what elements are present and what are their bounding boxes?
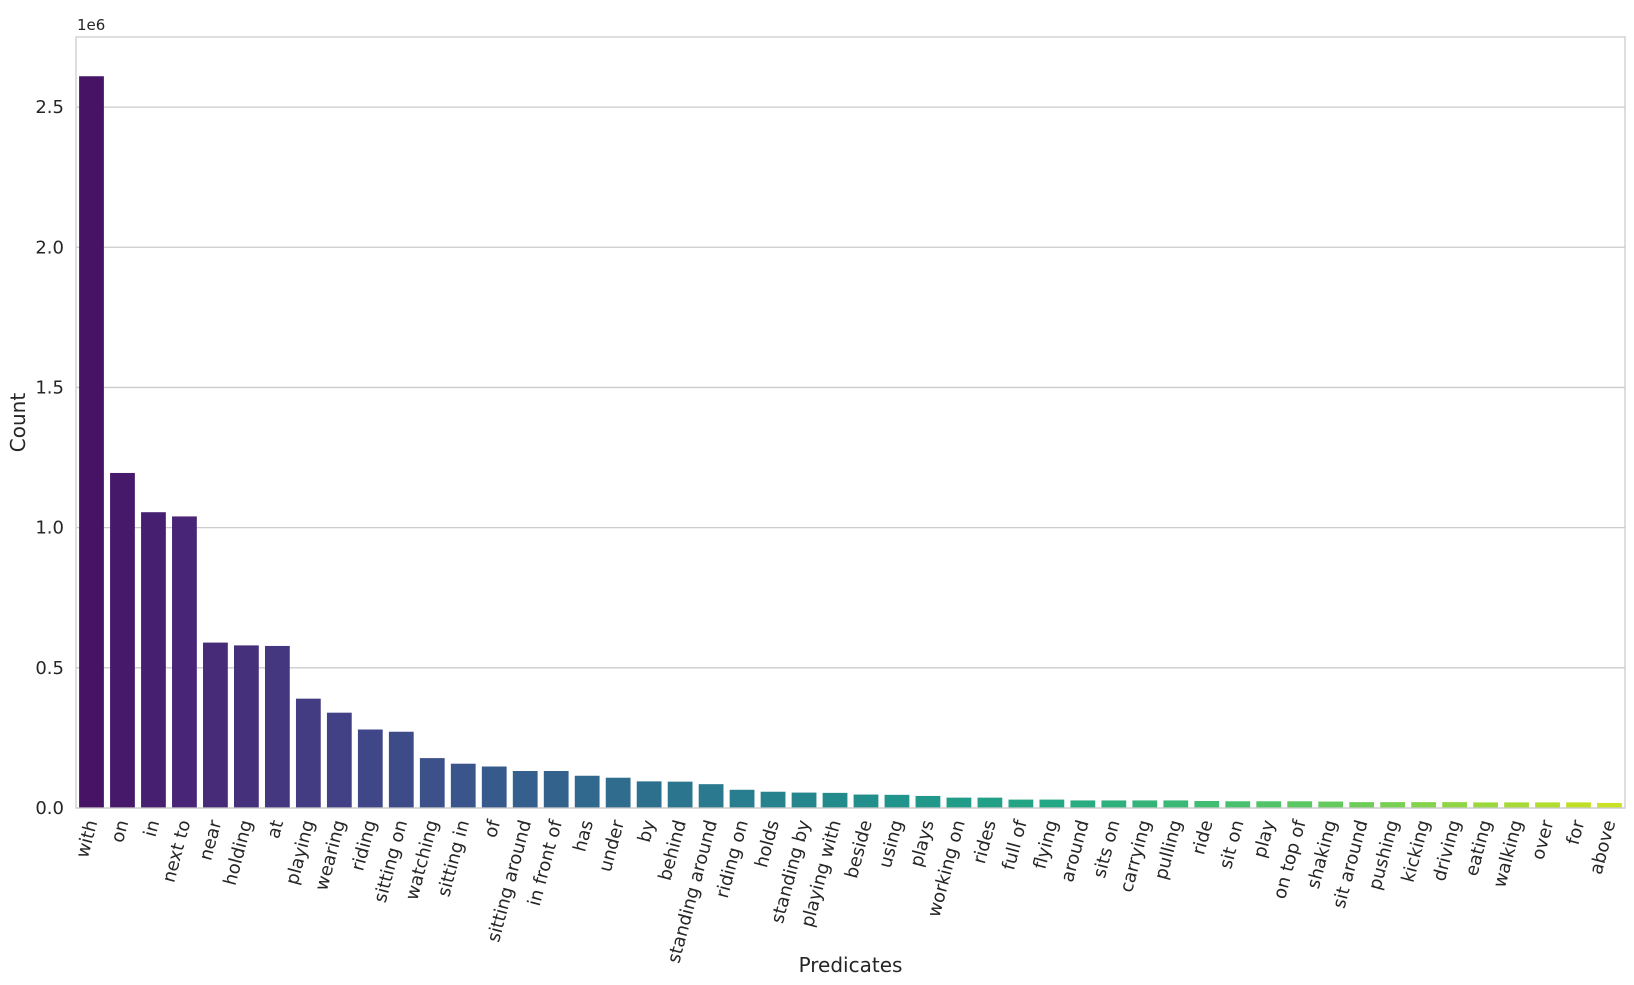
- bars: [79, 76, 1622, 808]
- bar-kicking: [1411, 802, 1437, 808]
- x-tick-label: holds: [751, 818, 784, 870]
- bar-sits-on: [1101, 800, 1127, 808]
- bar-on-top-of: [1287, 801, 1313, 808]
- bar-behind: [667, 781, 693, 808]
- bar-shaking: [1318, 801, 1344, 808]
- x-tick-label: above: [1586, 818, 1621, 877]
- bar-of: [481, 766, 507, 808]
- bar-on: [110, 472, 135, 808]
- bar-sit-around: [1349, 802, 1375, 808]
- bar-sitting-around: [512, 770, 538, 808]
- x-tick-label: plays: [906, 818, 939, 869]
- y-tick-label: 1.5: [35, 377, 64, 398]
- bar-sitting-on: [388, 731, 414, 808]
- y-tick-label: 0.0: [35, 798, 64, 819]
- bar-near: [203, 642, 228, 808]
- bar-play: [1256, 801, 1282, 808]
- bar-above: [1597, 802, 1622, 808]
- bar-in-front-of: [543, 770, 569, 808]
- bar-holds: [760, 791, 786, 808]
- bar-pushing: [1380, 802, 1406, 808]
- plot-frame: [75, 36, 1626, 809]
- y-axis-title: Count: [6, 393, 30, 453]
- bar-walking: [1504, 802, 1529, 808]
- x-tick-label: by: [634, 818, 660, 845]
- bar-sit-on: [1225, 801, 1251, 808]
- bar-rides: [977, 797, 1003, 808]
- bar-standing-around: [698, 784, 724, 808]
- x-tick-label: over: [1528, 817, 1559, 862]
- bar-playing: [295, 698, 321, 808]
- x-axis-title: Predicates: [799, 953, 903, 977]
- bar-in: [141, 512, 166, 808]
- y-tick-labels: 0.0 0.5 1.0 1.5 2.0 2.5: [35, 97, 64, 819]
- y-tick-label: 0.5: [35, 658, 64, 679]
- bar-around: [1070, 800, 1096, 808]
- x-tick-label: on: [107, 818, 133, 845]
- bar-plays: [915, 795, 941, 808]
- x-tick-label: sits on: [1089, 818, 1125, 880]
- bar-carrying: [1132, 800, 1158, 808]
- bar-holding: [233, 645, 259, 808]
- x-tick-label: flying: [1030, 818, 1063, 872]
- x-tick-label: of: [480, 817, 505, 840]
- bar-for: [1566, 802, 1591, 808]
- bar-using: [884, 794, 910, 808]
- bar-driving: [1442, 802, 1468, 808]
- x-tick-label: ride: [1188, 818, 1217, 857]
- bar-riding: [357, 729, 383, 808]
- x-tick-label: holding: [220, 818, 258, 888]
- bar-full-of: [1008, 799, 1034, 808]
- x-tick-label: sit on: [1215, 818, 1248, 871]
- x-tick-label: rides: [969, 818, 1001, 866]
- x-tick-label: using: [875, 818, 908, 870]
- bar-next-to: [172, 516, 197, 808]
- x-tick-label: near: [195, 817, 226, 863]
- x-tick-label: beside: [841, 818, 877, 881]
- bar-riding-on: [729, 789, 755, 808]
- bar-flying: [1039, 799, 1065, 808]
- x-tick-label: under: [595, 817, 629, 874]
- bar-beside: [853, 794, 879, 808]
- bar-pulling: [1163, 800, 1189, 808]
- bar-by: [636, 781, 662, 808]
- bar-under: [605, 777, 631, 808]
- bar-with: [79, 76, 104, 808]
- x-tick-label: eating: [1461, 818, 1496, 878]
- y-tick-label: 2.5: [35, 97, 64, 118]
- x-tick-label: in: [140, 818, 165, 839]
- x-tick-label: around: [1057, 818, 1094, 885]
- x-tick-label: behind: [655, 818, 691, 883]
- x-tick-label: pulling: [1151, 818, 1187, 882]
- bar-has: [574, 775, 600, 808]
- bar-standing-by: [791, 792, 817, 808]
- bar-over: [1535, 802, 1560, 808]
- x-tick-label: has: [569, 818, 598, 854]
- y-tick-label: 2.0: [35, 237, 64, 258]
- x-tick-label: play: [1249, 818, 1279, 861]
- x-tick-label: driving: [1429, 818, 1465, 884]
- bar-ride: [1194, 800, 1220, 808]
- x-tick-label: full of: [998, 817, 1032, 872]
- bar-watching: [419, 758, 445, 808]
- x-tick-label: with: [72, 818, 102, 860]
- bar-wearing: [326, 712, 352, 808]
- bar-working-on: [946, 797, 972, 808]
- x-tick-label: at: [263, 818, 288, 841]
- x-tick-label: next to: [158, 818, 195, 885]
- y-tick-label: 1.0: [35, 518, 64, 539]
- bar-at: [264, 645, 290, 808]
- bar-eating: [1473, 802, 1498, 808]
- bar-sitting-in: [450, 763, 476, 808]
- x-tick-label: for: [1563, 817, 1590, 847]
- x-tick-label: riding: [347, 818, 381, 873]
- bar-playing-with: [822, 792, 848, 808]
- y-axis-offset-label: 1e6: [77, 16, 105, 34]
